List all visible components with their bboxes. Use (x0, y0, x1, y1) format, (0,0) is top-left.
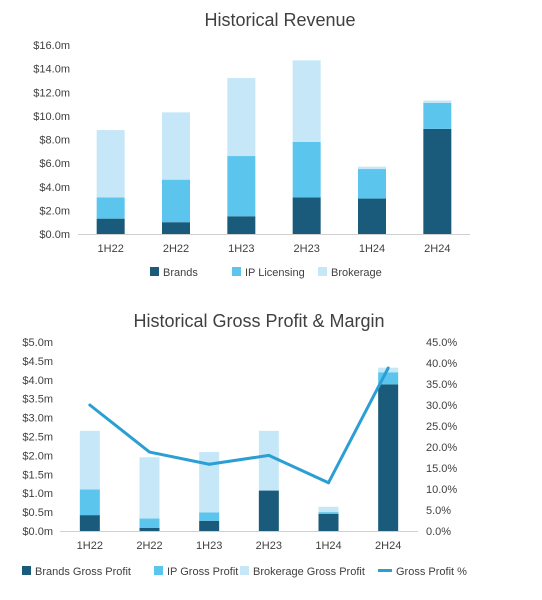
x-tick-label: 2H24 (424, 243, 450, 255)
bar-segment (139, 457, 160, 519)
x-tick-label: 1H23 (228, 243, 254, 255)
y-tick-label: $8.0m (39, 135, 70, 147)
y2-tick-label: 15.0% (426, 463, 457, 475)
y-tick-label: $4.0m (39, 182, 70, 194)
x-tick-label: 2H22 (136, 540, 162, 552)
x-tick-label: 1H22 (98, 243, 124, 255)
bar-segment (162, 222, 190, 234)
y2-tick-label: 10.0% (426, 484, 457, 496)
x-tick-label: 2H24 (375, 540, 401, 552)
bar-segment (258, 430, 279, 491)
legend-swatch (22, 566, 31, 575)
x-tick-label: 1H23 (196, 540, 222, 552)
bar-segment (96, 197, 125, 219)
bar-segment (378, 384, 399, 531)
legend-swatch (232, 267, 241, 276)
y-tick-label: $1.5m (22, 469, 53, 481)
bar-segment (162, 112, 190, 180)
line-point (207, 462, 211, 466)
bar-segment (318, 512, 339, 514)
legend-label: Brands Gross Profit (35, 566, 131, 578)
bar-segment (162, 179, 190, 223)
x-tick-label: 2H22 (163, 243, 189, 255)
bar-segment (358, 166, 386, 170)
x-tick-label: 1H24 (359, 243, 385, 255)
legend-swatch (150, 267, 159, 276)
y-tick-label: $16.0m (33, 40, 70, 52)
y-tick-label: $2.0m (22, 450, 53, 462)
y2-tick-label: 20.0% (426, 442, 457, 454)
bar-segment (227, 78, 256, 157)
x-tick-label: 1H22 (77, 540, 103, 552)
y-tick-label: $14.0m (33, 64, 70, 76)
bar-segment (318, 506, 339, 513)
bar-segment (96, 130, 125, 198)
y-tick-label: $3.0m (22, 413, 53, 425)
y-tick-label: $0.0m (22, 526, 53, 538)
y-tick-label: $4.5m (22, 356, 53, 368)
bar-segment (139, 518, 160, 528)
bar-segment (423, 128, 452, 234)
gross-profit-line (88, 367, 390, 485)
legend-label: IP Licensing (245, 267, 305, 279)
bar-segment (79, 489, 100, 516)
historical-gross-profit-chart: Historical Gross Profit & Margin $0.0m $0.… (22, 311, 467, 578)
line-point (267, 453, 271, 457)
y-tick-label: $3.5m (22, 394, 53, 406)
line-point (148, 450, 151, 454)
bar-segment (292, 197, 321, 234)
y-tick-label: $6.0m (39, 158, 70, 170)
y2-tick-label: 35.0% (426, 379, 457, 391)
x-tick-label: 2H23 (256, 540, 282, 552)
bar-segment (227, 216, 256, 234)
bar-segment (79, 515, 100, 531)
legend-label: Gross Profit % (396, 566, 467, 578)
x-tick-label: 1H24 (315, 540, 341, 552)
legend-swatch (154, 566, 163, 575)
line-point (88, 403, 92, 407)
y2-tick-label: 25.0% (426, 421, 457, 433)
y-tick-label: $5.0m (22, 337, 53, 349)
bar-segment (292, 60, 321, 142)
bar-segment (292, 141, 321, 198)
y-tick-label: $2.0m (39, 205, 70, 217)
y-tick-label: $12.0m (33, 87, 70, 99)
bar-segment (139, 527, 160, 531)
y2-tick-label: 5.0% (426, 505, 451, 517)
y2-tick-label: 45.0% (426, 337, 457, 349)
bar-segment (318, 513, 339, 531)
bar-segment (423, 100, 452, 103)
y2-tick-label: 30.0% (426, 400, 457, 412)
legend-swatch (318, 267, 327, 276)
bar-segment (199, 451, 220, 513)
legend-label: IP Gross Profit (167, 566, 238, 578)
line-point (386, 366, 390, 370)
bar-segment (258, 490, 279, 531)
x-tick-label: 2H23 (294, 243, 320, 255)
y-tick-label: $4.0m (22, 375, 53, 387)
bar-segment (199, 520, 220, 531)
bar-segment (358, 169, 386, 199)
legend-label: Brands (163, 267, 198, 279)
bar-segment (358, 198, 386, 234)
y2-tick-label: 40.0% (426, 358, 457, 370)
legend-label: Brokerage Gross Profit (253, 566, 365, 578)
y2-tick-label: 0.0% (426, 526, 451, 538)
bar-segment (96, 218, 125, 234)
bar-segment (423, 102, 452, 129)
historical-revenue-chart: Historical Revenue $0.0m $2.0m $4.0m $6.0m $8… (33, 10, 470, 279)
y-tick-label: $1.0m (22, 488, 53, 500)
bar-segment (79, 430, 100, 490)
legend-swatch (240, 566, 249, 575)
bar-segment (199, 512, 220, 521)
line-point (327, 481, 330, 485)
chart-title: Historical Gross Profit & Margin (133, 311, 384, 331)
legend-label: Brokerage (331, 267, 382, 279)
y-tick-label: $0.5m (22, 507, 53, 519)
y-tick-label: $2.5m (22, 432, 53, 444)
y-tick-label: $10.0m (33, 111, 70, 123)
chart-title: Historical Revenue (204, 10, 355, 30)
y-tick-label: $0.0m (39, 229, 70, 241)
bar-segment (227, 156, 256, 217)
